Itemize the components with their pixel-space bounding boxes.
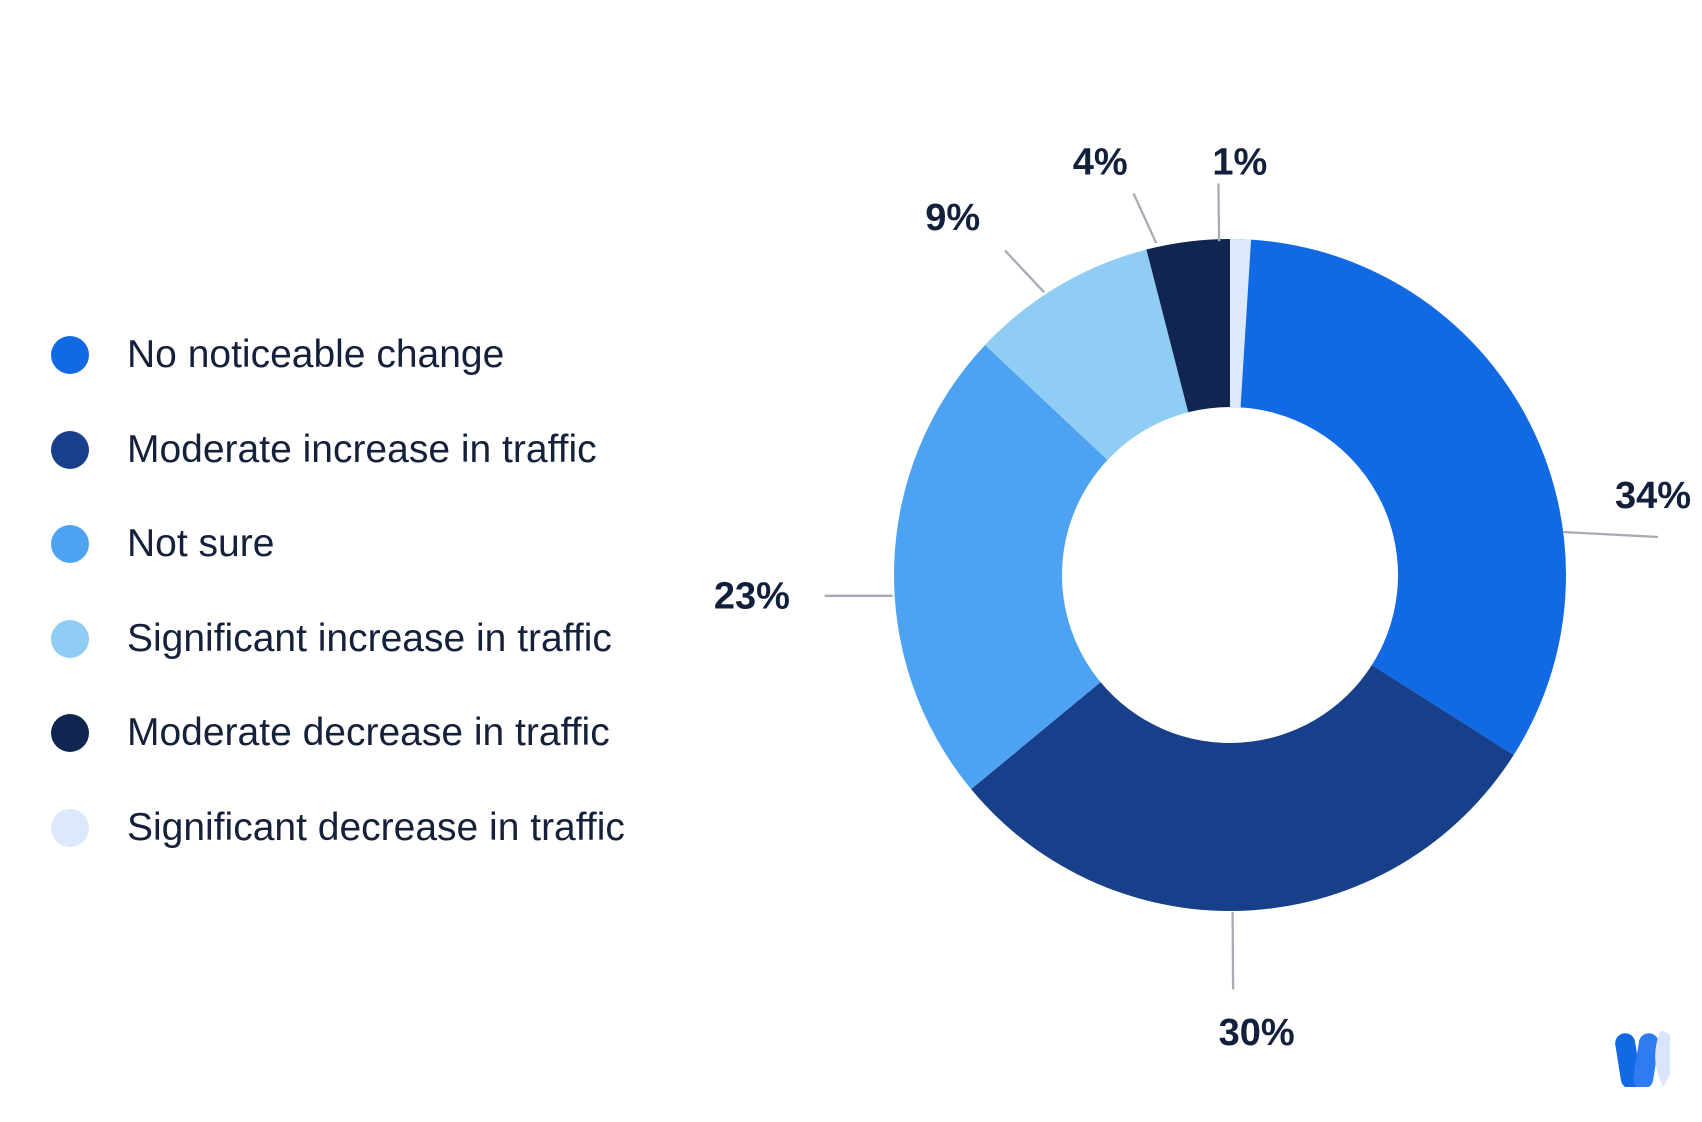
svg-text:23%: 23% [714,576,790,618]
svg-text:30%: 30% [1219,1012,1295,1054]
svg-text:1%: 1% [1212,142,1267,184]
svg-text:4%: 4% [1073,142,1128,184]
svg-text:9%: 9% [925,197,980,239]
svg-text:34%: 34% [1615,475,1691,517]
